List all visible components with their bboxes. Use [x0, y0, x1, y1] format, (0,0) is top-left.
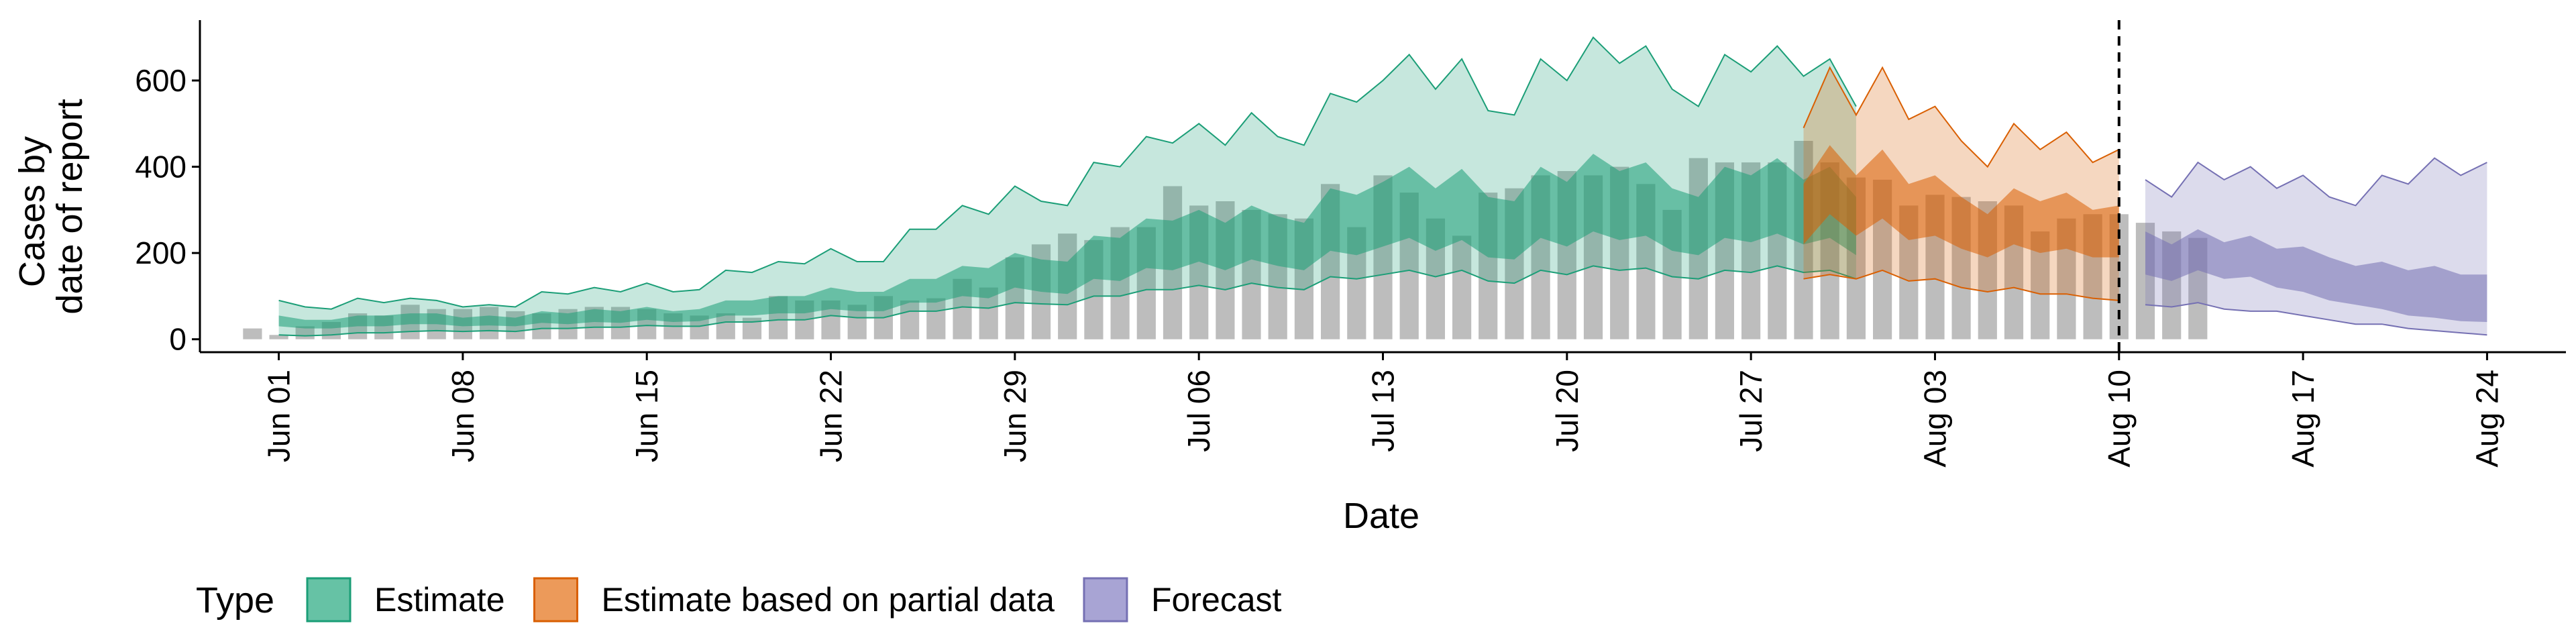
ribbon-upper-line-forecast [2145, 157, 2487, 207]
observed-bar [269, 335, 288, 339]
x-tick-label: Jul 06 [1181, 370, 1216, 452]
axes: 0 200 400 600 Jun 01 Jun 08 Jun 15 Jun 22 Jun 29… [135, 20, 2566, 468]
y-axis-title-line-1: Cases by [12, 136, 52, 287]
ribbon-upper-line-partial [1803, 66, 2120, 168]
ribbon-lower-line-estimate [278, 265, 1857, 337]
x-tick-label: Jun 08 [445, 370, 480, 462]
legend-swatch [533, 577, 579, 623]
x-tick-label: Aug 10 [2102, 370, 2137, 468]
y-axis-title: Cases by date of report [12, 99, 90, 314]
y-tick-label: 200 [135, 235, 186, 270]
legend-label: Forecast [1151, 581, 1282, 619]
observed-bar [900, 300, 920, 339]
x-tick-label: Jun 01 [262, 370, 297, 462]
observed-bar [926, 298, 946, 339]
x-tick-label: Aug 24 [2469, 370, 2504, 468]
x-tick-label: Jun 22 [814, 370, 849, 462]
y-tick-label: 0 [169, 322, 186, 357]
legend-label: Estimate [374, 581, 505, 619]
x-tick-label: Aug 17 [2286, 370, 2320, 468]
x-tick-label: Jun 29 [998, 370, 1032, 462]
x-axis-title: Date [1343, 496, 1419, 536]
x-tick-label: Jul 20 [1550, 370, 1585, 452]
observed-bar [716, 313, 735, 339]
legend-label: Estimate based on partial data [602, 581, 1055, 619]
x-tick-label: Aug 03 [1918, 370, 1953, 468]
x-tick-label: Jul 13 [1366, 370, 1401, 452]
x-tick-label: Jul 27 [1733, 370, 1768, 452]
observed-bar [243, 328, 262, 339]
legend-swatch [306, 577, 352, 623]
observed-bar [1452, 235, 1472, 339]
legend: Type Estimate Estimate based on partial d… [196, 577, 1282, 623]
legend-swatch [1083, 577, 1128, 623]
ribbon-inner-estimate [278, 154, 1856, 329]
ribbons [278, 36, 2487, 337]
legend-title: Type [196, 580, 274, 621]
ribbon-lower-line-partial [1803, 269, 2119, 301]
y-axis-title-line-2: date of report [50, 99, 90, 314]
ribbon-lower-line-forecast [2145, 302, 2487, 336]
y-tick-label: 600 [135, 63, 186, 98]
ribbon-inner-partial [1803, 145, 2119, 258]
x-tick-label: Jun 15 [629, 370, 664, 462]
y-tick-label: 400 [135, 150, 186, 184]
ribbon-upper-line-estimate [278, 36, 1857, 310]
ribbon-outer-estimate [278, 37, 1856, 336]
ribbon-inner-forecast [2145, 229, 2487, 322]
